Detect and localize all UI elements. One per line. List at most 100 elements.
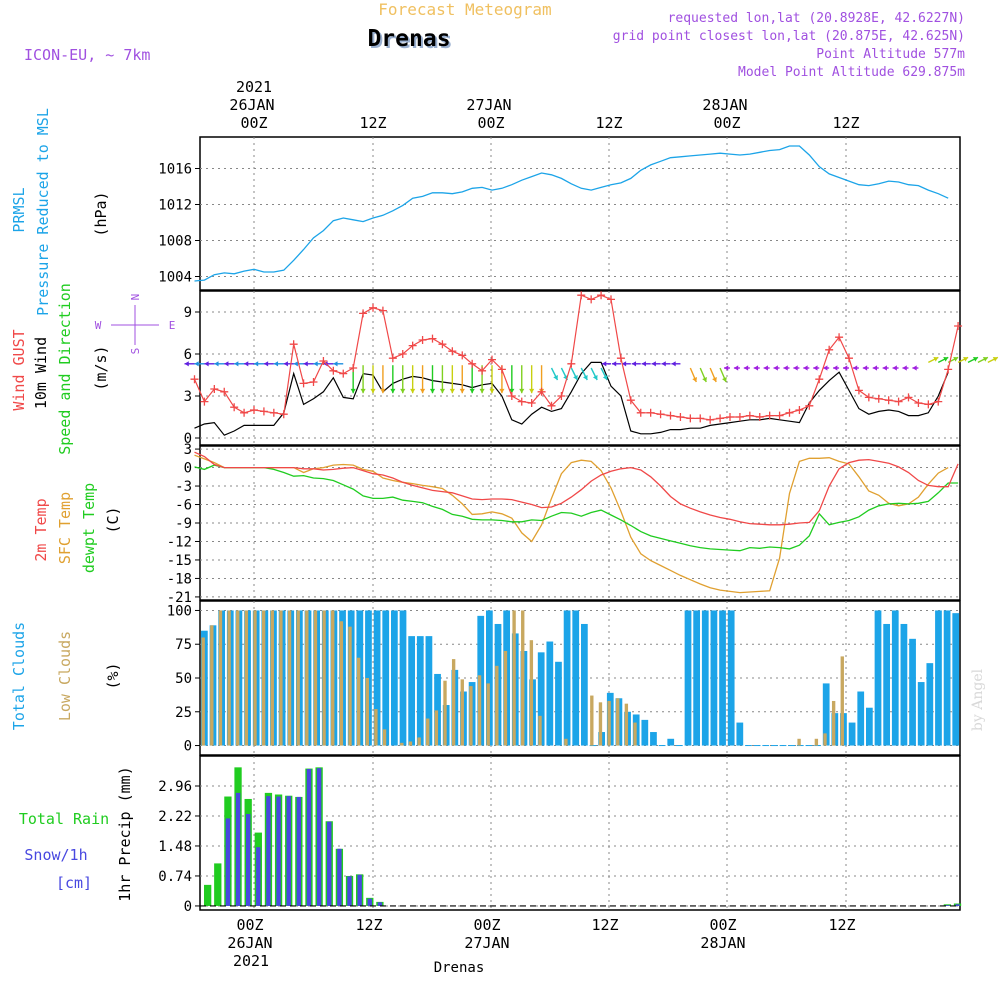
gust-marker	[299, 379, 308, 388]
total-cloud-bar	[952, 613, 960, 746]
time-day-top: 26JAN	[229, 96, 274, 114]
y-tick-label: 2.96	[158, 779, 192, 795]
low-cloud-bar	[831, 700, 836, 746]
snow-bar	[377, 902, 383, 906]
time-hour-bottom: 00Z	[473, 916, 500, 934]
gust-marker	[864, 393, 873, 402]
low-cloud-bar	[426, 718, 430, 746]
wind-arrow-head	[529, 388, 535, 394]
gust-marker	[279, 410, 288, 419]
gust-marker	[378, 306, 387, 315]
y-tick-label: 1.48	[158, 839, 192, 855]
time-day-bottom: 27JAN	[464, 934, 509, 952]
wind-arrow-head	[823, 365, 828, 371]
pressure-unit: (hPa)	[92, 191, 110, 236]
gust-marker	[696, 414, 705, 423]
gust-marker	[666, 411, 675, 420]
total-cloud-bar	[650, 732, 657, 746]
gust-marker	[607, 295, 615, 304]
low-cloud-bar	[823, 733, 827, 746]
gust-marker	[478, 366, 487, 375]
prmsl-line	[194, 145, 949, 282]
gust-marker	[567, 359, 576, 368]
total-cloud-bar	[382, 610, 390, 746]
gust-marker	[547, 401, 556, 410]
snow-bar	[256, 847, 261, 906]
footer-location: Drenas	[434, 960, 485, 976]
time-hour-bottom: 12Z	[355, 916, 382, 934]
panel-frame	[199, 755, 961, 911]
temp-series	[194, 451, 959, 594]
compass-e: E	[169, 319, 176, 332]
wind-arrow-head	[400, 388, 406, 394]
gust-marker	[468, 359, 477, 368]
rain-bar	[214, 863, 222, 906]
total-cloud-bar	[883, 623, 891, 746]
low-cloud-bar	[590, 695, 594, 746]
wind-arrow-head	[963, 357, 969, 362]
gust-marker	[924, 400, 933, 409]
wind-arrow-head	[509, 388, 515, 394]
time-hour-top: 00Z	[713, 114, 740, 132]
total-cloud-bar	[822, 683, 830, 746]
temp-label-dewpt: dewpt Temp	[80, 483, 98, 573]
wind-arrow-head	[793, 365, 798, 371]
gust-line	[193, 294, 959, 421]
low-cloud-bar	[287, 610, 292, 746]
temp-label-sfc: SFC Temp	[56, 492, 74, 564]
wind-panel-labels: Wind GUST 10m Wind Speed and Direction (…	[10, 283, 175, 455]
low-cloud-bar	[434, 710, 439, 746]
gust-marker	[676, 413, 685, 421]
total-cloud-bar	[891, 610, 899, 746]
y-tick-label: -9	[175, 516, 192, 532]
low-cloud-bar	[624, 703, 629, 746]
time-hour-top: 12Z	[359, 114, 386, 132]
wind-arrow-head	[753, 365, 759, 371]
gust-marker	[884, 396, 893, 405]
panel-wind: 0 3 6 9	[184, 290, 961, 447]
wind-label-gust: Wind GUST	[10, 329, 28, 410]
precip-label-snow: Snow/1h	[24, 846, 87, 864]
panel-frame	[199, 136, 961, 291]
wind-arrow-head	[370, 388, 376, 394]
wind-arrow-head	[602, 361, 607, 367]
gust-marker	[339, 369, 348, 378]
wind-arrow-head	[982, 357, 988, 362]
wind-arrow-head	[882, 365, 887, 371]
wind-arrow-head	[420, 388, 426, 394]
gust-marker	[904, 393, 913, 402]
y-tick-label: 0	[184, 739, 192, 755]
gust-marker	[934, 397, 943, 406]
y-tick-label: 2.22	[158, 809, 192, 825]
wind-arrow-head	[862, 365, 868, 371]
sfc-temp-line	[194, 454, 949, 594]
snow-bar	[367, 898, 372, 906]
wind-arrow-head	[244, 361, 249, 367]
gust-marker	[944, 365, 953, 374]
y-tick-label: 0	[184, 431, 192, 447]
gust-marker	[894, 397, 903, 406]
credit: by Angel	[970, 668, 986, 731]
top-year: 2021	[236, 78, 272, 96]
wind-arrow-head	[872, 365, 878, 371]
y-tick-label: 100	[167, 603, 192, 619]
gust-marker	[557, 392, 566, 400]
gust-marker	[835, 333, 844, 342]
time-hour-top: 12Z	[595, 114, 622, 132]
cloud-label-total: Total Clouds	[10, 622, 28, 730]
gust-marker	[646, 408, 655, 417]
low-cloud-bar	[503, 650, 508, 746]
total-cloud-bar	[857, 691, 865, 746]
y-tick-label: 6	[184, 347, 192, 363]
y-tick-label: 9	[184, 305, 192, 321]
total-cloud-bar	[416, 636, 424, 746]
gust-marker	[686, 414, 695, 423]
pressure-label-1: PRMSL	[10, 187, 28, 232]
wind-arrow-head	[360, 388, 366, 394]
snow-bar	[347, 876, 352, 906]
wind-arrow-head	[273, 361, 279, 367]
wind-arrow-head	[661, 361, 666, 367]
low-cloud-bar	[633, 722, 637, 746]
